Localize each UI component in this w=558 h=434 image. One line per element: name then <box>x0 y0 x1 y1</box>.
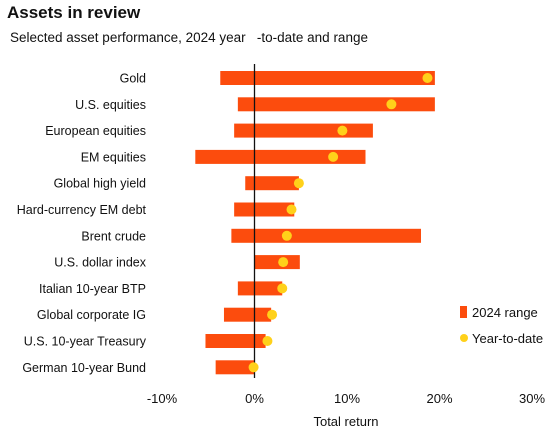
range-bar <box>254 255 300 270</box>
range-bars <box>195 71 435 375</box>
chart-subtitle: Selected asset performance, 2024 year -t… <box>10 30 368 45</box>
category-label: U.S. equities <box>75 98 146 112</box>
range-bar <box>245 176 299 191</box>
range-bar <box>237 281 283 296</box>
category-label: Italian 10-year BTP <box>39 282 146 296</box>
ytd-dot <box>277 283 288 294</box>
range-bar <box>237 97 435 112</box>
category-label: Brent crude <box>81 229 146 243</box>
range-bar <box>215 360 255 375</box>
range-bar <box>234 202 295 217</box>
chart-title: Assets in review <box>7 3 141 22</box>
ytd-dot <box>267 309 278 320</box>
ytd-dot <box>422 73 433 83</box>
legend-ytd-label: Year-to-date <box>472 331 543 346</box>
ytd-dot <box>328 151 339 162</box>
category-label: EM equities <box>81 150 146 164</box>
legend-range-label: 2024 range <box>472 305 538 320</box>
x-tick-labels: -10% 0% 10% 20% 30% <box>147 391 546 406</box>
ytd-dot <box>248 362 259 373</box>
x-tick-label: 0% <box>245 391 264 406</box>
range-bar <box>195 149 366 164</box>
legend-range-swatch <box>460 306 467 318</box>
ytd-dot <box>337 125 348 136</box>
ytd-dot <box>286 204 297 215</box>
x-axis-title: Total return <box>313 414 378 429</box>
category-label: Global corporate IG <box>37 308 146 322</box>
ytd-dot <box>386 99 397 110</box>
x-tick-label: -10% <box>147 391 178 406</box>
category-label: U.S. dollar index <box>54 256 146 270</box>
category-label: Global high yield <box>54 177 146 191</box>
category-label: Gold <box>120 72 146 86</box>
ytd-dot <box>262 336 273 346</box>
ytd-dot <box>281 230 292 241</box>
range-bar <box>205 334 266 348</box>
x-tick-label: 30% <box>519 391 545 406</box>
ytd-dots <box>248 73 433 373</box>
range-bar <box>223 307 272 322</box>
range-bar <box>220 71 435 85</box>
ytd-dot <box>278 257 289 268</box>
x-tick-label: 20% <box>426 391 452 406</box>
legend-ytd-swatch <box>460 334 468 342</box>
category-label: European equities <box>45 124 146 138</box>
ytd-dot <box>293 178 304 189</box>
category-labels: Gold U.S. equities European equities EM equ… <box>17 72 147 375</box>
category-label: German 10-year Bund <box>22 361 146 375</box>
legend: 2024 range Year-to-date <box>460 305 543 346</box>
range-bar <box>231 228 421 243</box>
range-bar <box>234 123 373 138</box>
category-label: Hard-currency EM debt <box>17 203 147 217</box>
category-label: U.S. 10-year Treasury <box>24 335 147 349</box>
x-tick-label: 10% <box>334 391 360 406</box>
